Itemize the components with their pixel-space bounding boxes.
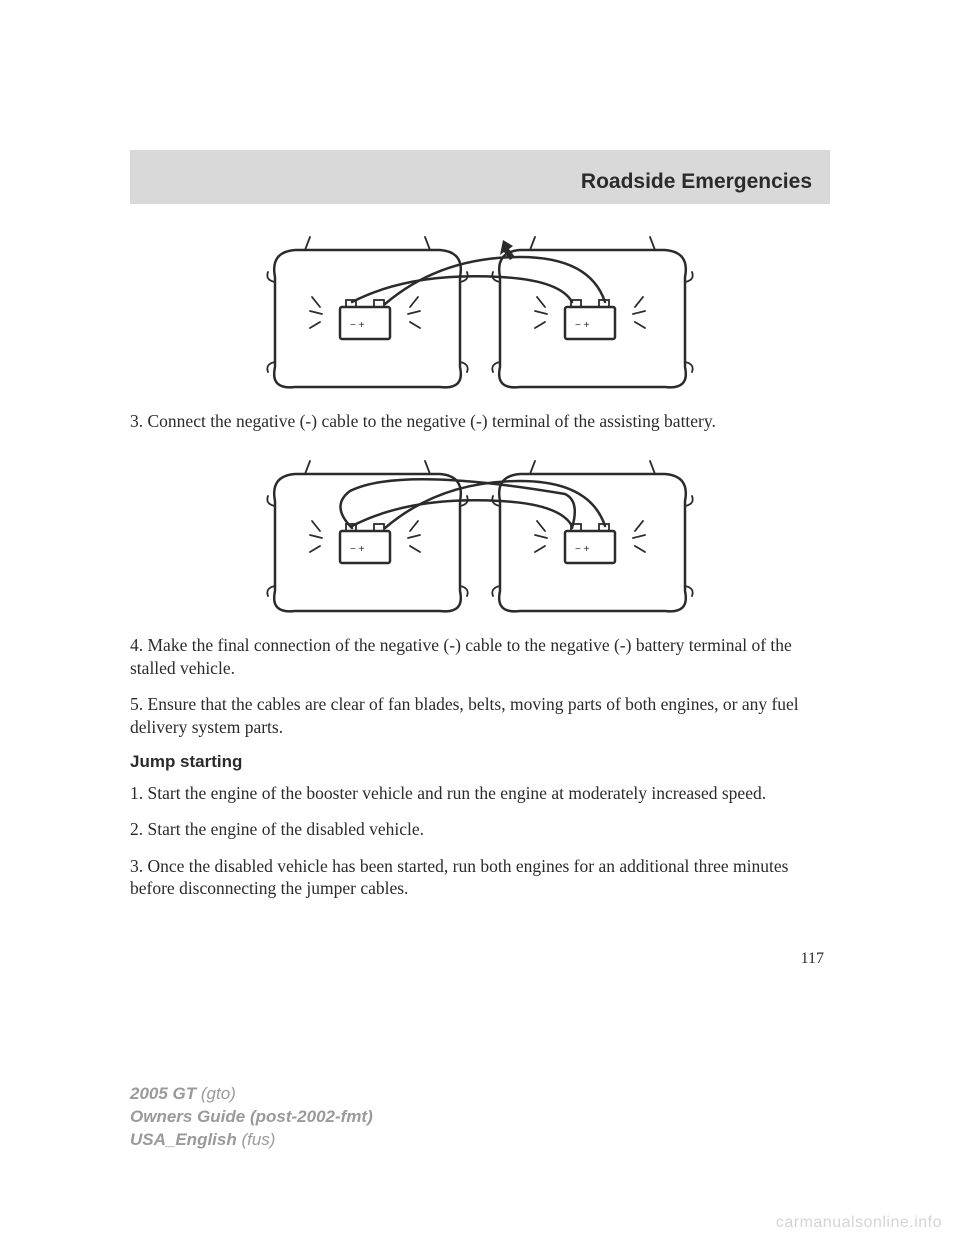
- battery-label-left: − +: [350, 320, 365, 331]
- section-title: Roadside Emergencies: [581, 170, 812, 194]
- footer-line-2: Owners Guide (post-2002-fmt): [130, 1106, 373, 1129]
- footer-block: 2005 GT (gto) Owners Guide (post-2002-fm…: [130, 1083, 373, 1152]
- watermark: carmanualsonline.info: [776, 1214, 942, 1232]
- page-number: 117: [130, 950, 830, 968]
- jump-starting-heading: Jump starting: [130, 752, 830, 772]
- battery-label-right: − +: [575, 320, 590, 331]
- footer-lang: USA_English: [130, 1130, 237, 1149]
- battery-label-left-2: − +: [350, 544, 365, 555]
- step-3: 3. Connect the negative (-) cable to the…: [130, 410, 830, 432]
- jumper-diagram-1: − + − +: [260, 222, 700, 392]
- jump-step-3: 3. Once the disabled vehicle has been st…: [130, 855, 830, 900]
- footer-guide: Owners Guide (post-2002-fmt): [130, 1107, 373, 1126]
- jump-step-1: 1. Start the engine of the booster vehic…: [130, 782, 830, 804]
- step-4: 4. Make the final connection of the nega…: [130, 634, 830, 679]
- jumper-diagram-2: − + − +: [260, 446, 700, 616]
- footer-model-code: (gto): [196, 1084, 236, 1103]
- header-bar: Roadside Emergencies: [130, 150, 830, 204]
- step-5: 5. Ensure that the cables are clear of f…: [130, 693, 830, 738]
- footer-lang-code: (fus): [237, 1130, 276, 1149]
- page-content: Roadside Emergencies − + −: [130, 150, 830, 968]
- footer-line-1: 2005 GT (gto): [130, 1083, 373, 1106]
- battery-label-right-2: − +: [575, 544, 590, 555]
- jump-step-2: 2. Start the engine of the disabled vehi…: [130, 818, 830, 840]
- footer-line-3: USA_English (fus): [130, 1129, 373, 1152]
- footer-model: 2005 GT: [130, 1084, 196, 1103]
